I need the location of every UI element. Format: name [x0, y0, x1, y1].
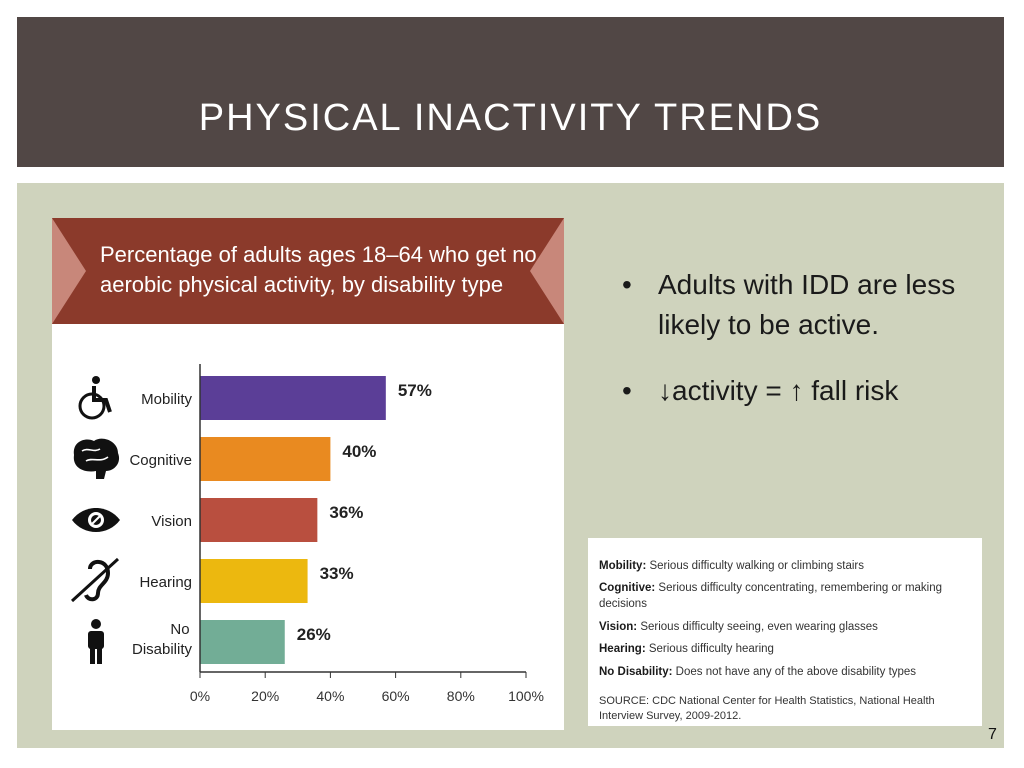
bullet-item: • ↓activity = ↑ fall risk: [620, 371, 980, 411]
definition-term: No Disability:: [599, 666, 673, 678]
value-label: 33%: [320, 564, 354, 583]
bar-mobility: [200, 376, 386, 420]
slide-title: PHYSICAL INACTIVITY TRENDS: [198, 97, 823, 139]
definition-term: Vision:: [599, 621, 638, 633]
value-label: 57%: [398, 381, 432, 400]
chart-title: Percentage of adults ages 18–64 who get …: [100, 242, 537, 297]
bar-hearing: [200, 559, 308, 603]
category-label: Vision: [151, 513, 192, 530]
definition-hearing: Hearing: Serious difficulty hearing: [599, 641, 974, 657]
hearing-icon: [70, 557, 120, 603]
definitions-box: Mobility: Serious difficulty walking or …: [588, 538, 982, 726]
category-label: Cognitive: [129, 452, 192, 469]
eye-icon: [72, 508, 120, 532]
bar-chart: 57% Mobility 40% Cognitive 36% Vision 33% Heari…: [70, 364, 544, 704]
value-label: 36%: [329, 503, 363, 522]
value-label: 26%: [297, 625, 331, 644]
definition-text: Serious difficulty seeing, even wearing …: [637, 621, 878, 633]
x-tick-label: 100%: [508, 688, 544, 704]
x-tick-label: 60%: [382, 688, 410, 704]
slide-header: PHYSICAL INACTIVITY TRENDS: [17, 17, 1004, 167]
x-tick-label: 0%: [190, 688, 210, 704]
bullet-list: • Adults with IDD are less likely to be a…: [620, 265, 980, 437]
bar-cognitive: [200, 437, 331, 481]
x-tick-label: 40%: [316, 688, 344, 704]
definition-cognitive: Cognitive: Serious difficulty concentrat…: [599, 580, 974, 612]
definition-text: Serious difficulty concentrating, rememb…: [599, 582, 943, 610]
bullet-dot: •: [622, 375, 632, 406]
definition-text: Serious difficulty hearing: [645, 643, 774, 655]
person-icon: [88, 619, 104, 664]
value-label: 40%: [342, 442, 376, 461]
x-tick-label: 20%: [251, 688, 279, 704]
x-tick-label: 80%: [447, 688, 475, 704]
definition-mobility: Mobility: Serious difficulty walking or …: [599, 558, 974, 574]
bullet-dot: •: [622, 269, 632, 300]
definition-text: Does not have any of the above disabilit…: [672, 666, 917, 678]
definition-text: Serious difficulty walking or climbing s…: [646, 560, 865, 572]
bar-vision: [200, 498, 318, 542]
source-note: SOURCE: CDC National Center for Health S…: [599, 695, 935, 722]
brain-icon: [73, 438, 120, 479]
definition-term: Cognitive:: [599, 582, 656, 594]
definition-vision: Vision: Serious difficulty seeing, even …: [599, 619, 974, 635]
wheelchair-icon: [78, 376, 112, 420]
category-label: Mobility: [141, 391, 192, 408]
page-number: 7: [988, 726, 997, 743]
bullet-item: • Adults with IDD are less likely to be a…: [620, 265, 980, 345]
definition-term: Hearing:: [599, 643, 646, 655]
bullet-text: Adults with IDD are less likely to be ac…: [658, 269, 956, 340]
chart-panel: Percentage of adults ages 18–64 who get …: [52, 218, 564, 730]
category-label: No Disability: [132, 621, 193, 658]
chart-title-banner: [52, 218, 564, 324]
bullet-text: ↓activity = ↑ fall risk: [658, 375, 899, 406]
category-label: Hearing: [139, 574, 192, 591]
definition-term: Mobility:: [599, 560, 647, 572]
bar-no-disability: [200, 620, 285, 664]
definition-no-disability: No Disability: Does not have any of the …: [599, 664, 974, 680]
